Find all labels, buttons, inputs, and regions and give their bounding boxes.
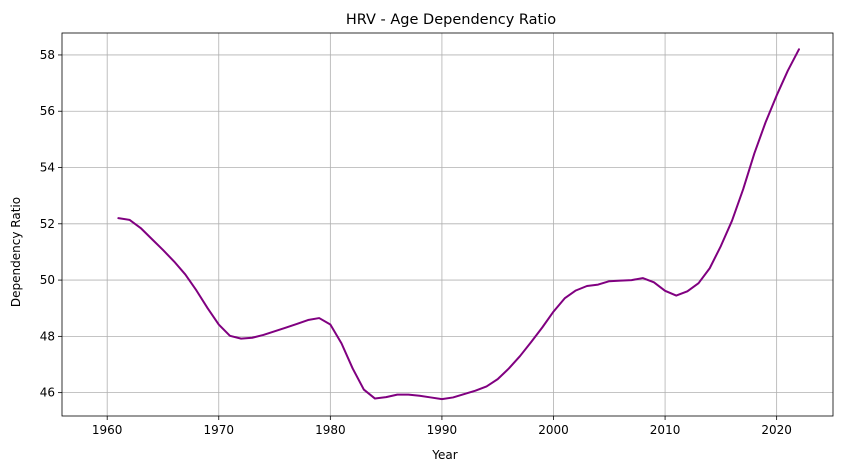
x-tick-label: 1960	[92, 423, 123, 437]
y-axis-label: Dependency Ratio	[9, 197, 23, 307]
x-tick-label: 1970	[203, 423, 234, 437]
plot-frame	[61, 32, 834, 417]
x-tick-label: 1980	[315, 423, 346, 437]
x-tick-label: 1990	[427, 423, 458, 437]
y-tick-label: 48	[40, 329, 55, 343]
x-tick-label: 2000	[538, 423, 569, 437]
y-tick-label: 56	[40, 104, 55, 118]
series-line	[117, 48, 800, 401]
x-axis: 1960 1970 1980 1990 2000 2010 2020	[92, 416, 792, 437]
y-tick-label: 54	[40, 161, 55, 175]
y-tick-label: 50	[40, 273, 55, 287]
plot-area	[117, 48, 800, 401]
x-axis-label: Year	[431, 448, 457, 462]
chart-title: HRV - Age Dependency Ratio	[346, 12, 556, 28]
grid	[62, 33, 833, 416]
x-tick-label: 2010	[650, 423, 681, 437]
y-tick-label: 46	[40, 386, 55, 400]
y-tick-label: 58	[40, 48, 55, 62]
x-tick-label: 2020	[761, 423, 792, 437]
y-axis: 46 48 50 52 54 56 58	[40, 48, 62, 400]
y-tick-label: 52	[40, 217, 55, 231]
